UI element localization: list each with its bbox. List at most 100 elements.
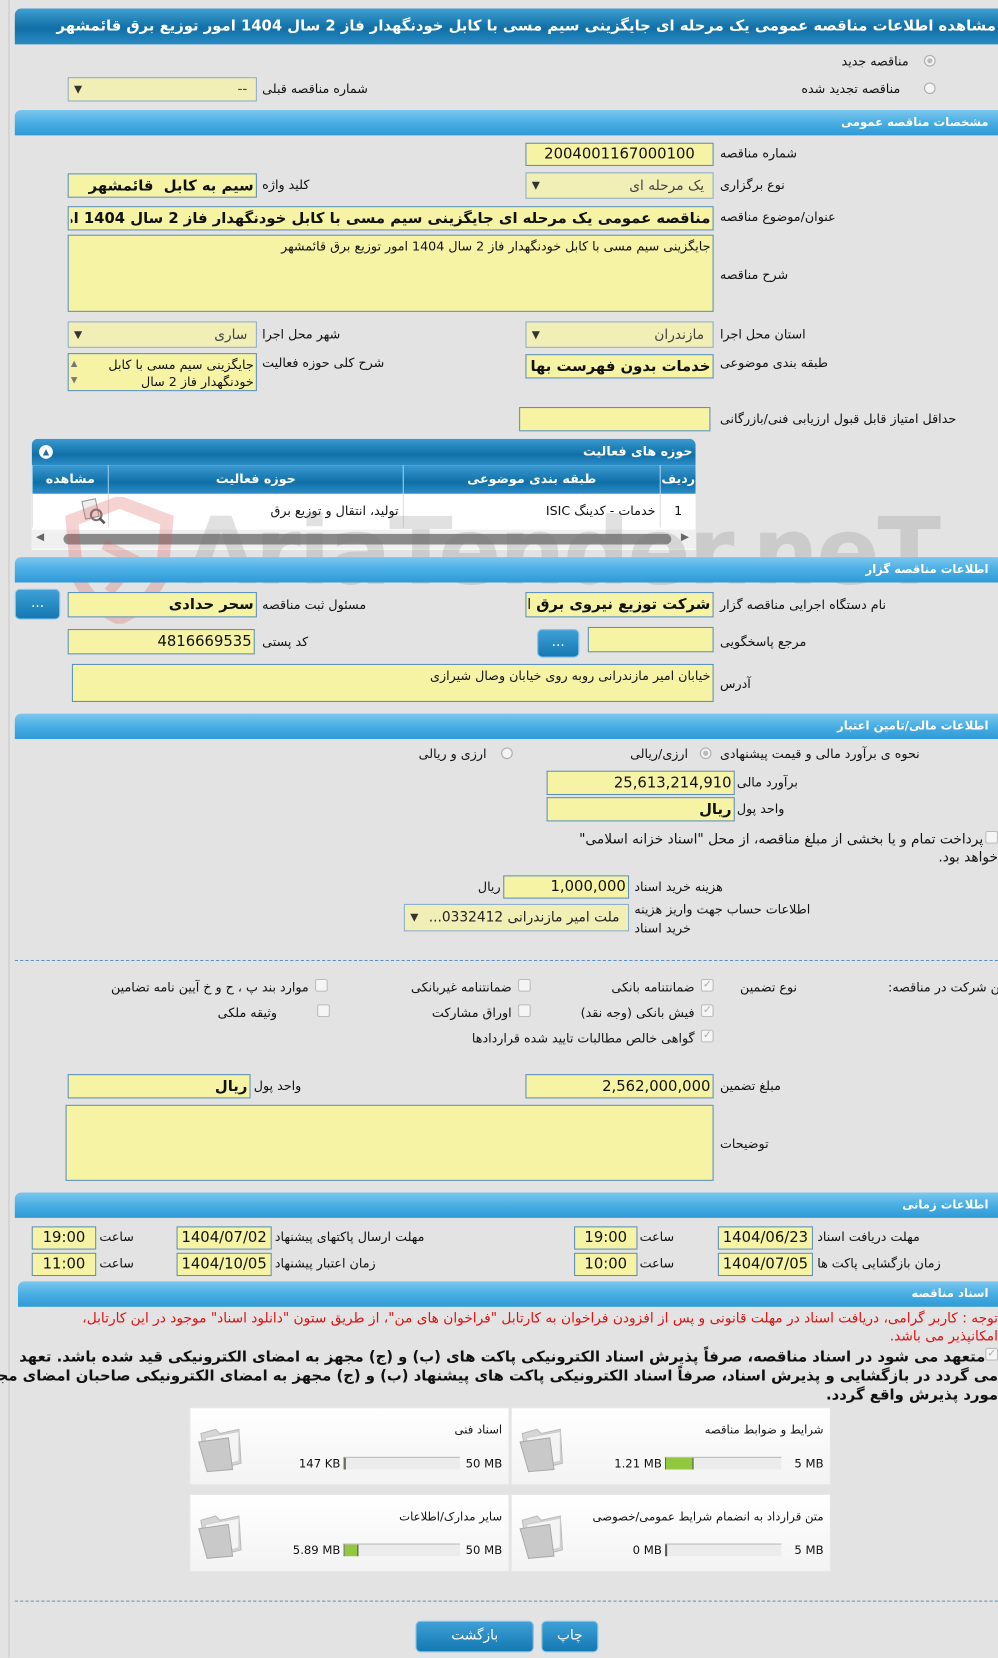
account-select[interactable]: ملت امیر مازندرانی 0332412... ▼ [403, 903, 630, 932]
opening-time[interactable] [574, 1252, 638, 1277]
scroll-right-icon[interactable]: ▶ [680, 531, 689, 544]
col-field: حوزه فعالیت [107, 465, 403, 494]
view-document-icon[interactable] [79, 498, 106, 525]
guarantee-amount-label: مبلغ تضمین [719, 1078, 781, 1094]
prev-tender-select[interactable]: -- ▼ [67, 77, 257, 102]
guarantee-type-label: نوع تضمین [740, 980, 798, 995]
currency-field[interactable] [546, 797, 735, 822]
tender-type-select[interactable]: یک مرحله ای ▼ [525, 172, 714, 199]
estimate-field[interactable] [546, 770, 735, 796]
document-title: متن قرارداد به انضمام شرایط عمومی/خصوصی [592, 1509, 824, 1524]
address-label: آدرس [719, 676, 751, 692]
method-both-radio[interactable] [501, 747, 513, 760]
select-reference-button[interactable]: ... [537, 629, 580, 658]
document-card[interactable]: اسناد فنی 147 KB 50 MB [189, 1407, 510, 1486]
document-size: 1.21 MB [614, 1456, 662, 1471]
time-label: ساعت [99, 1229, 134, 1245]
submit-date[interactable] [176, 1226, 272, 1250]
activity-description-textarea[interactable]: جایگزینی سیم مسی با کابل خودنگهدار فاز 2… [67, 353, 257, 392]
section-general: مشخصات مناقصه عمومی [14, 109, 998, 136]
reference-field[interactable] [587, 626, 714, 653]
folder-icon[interactable] [197, 1508, 246, 1561]
account-label: اطلاعات حساب جهت واریز هزینه [634, 901, 811, 917]
responsible-label: مسئول ثبت مناقصه [262, 597, 367, 613]
subject-field[interactable] [67, 206, 714, 231]
city-select[interactable]: ساری ▼ [67, 321, 257, 348]
time-label: ساعت [639, 1255, 675, 1271]
doc-receive-label: مهلت دریافت اسناد [817, 1229, 920, 1245]
print-button[interactable]: چاپ [541, 1620, 599, 1653]
method-rial-radio[interactable] [699, 747, 712, 760]
document-size-fill [344, 1457, 346, 1470]
classification-field[interactable] [525, 354, 714, 379]
document-size-fill [344, 1544, 359, 1557]
guarantee-bank-checkbox[interactable]: ✓ [700, 978, 714, 992]
min-score-label: حداقل امتیاز قابل قبول ارزیابی فنی/بازرگ… [719, 411, 957, 427]
scrollbar-thumb[interactable] [63, 533, 672, 545]
address-textarea[interactable]: خیابان امیر مازندرانی روبه روی خیابان وص… [71, 663, 714, 702]
province-select[interactable]: مازندران ▼ [525, 321, 714, 348]
chevron-down-icon: ▼ [531, 328, 540, 341]
guarantee-cash-checkbox[interactable]: ✓ [700, 1004, 714, 1018]
back-button[interactable]: بازگشت [415, 1620, 534, 1653]
guarantee-property-label: وثیقه ملکی [217, 1005, 277, 1021]
document-card[interactable]: سایر مدارک/اطلاعات 5.89 MB 50 MB [189, 1493, 510, 1573]
doc-receive-date[interactable] [717, 1226, 813, 1250]
collapse-icon[interactable]: ▲ [39, 445, 53, 459]
keyword-field[interactable] [67, 173, 257, 198]
chevron-down-icon: ▼ [531, 179, 540, 192]
guarantee-claims-label: گواهی خالص مطالبات تایید شده قراردادها [471, 1030, 695, 1046]
classification-label: طبقه بندی موضوعی [719, 355, 828, 371]
keyword-label: کلید واژه [262, 177, 310, 193]
guarantee-currency-field[interactable] [67, 1074, 251, 1099]
chevron-down-icon: ▼ [74, 328, 83, 341]
document-card[interactable]: شرایط و ضوابط مناقصه 1.21 MB 5 MB [510, 1407, 831, 1486]
select-responsible-button[interactable]: ... [14, 588, 61, 620]
doc-receive-time[interactable] [574, 1226, 638, 1250]
row-view [31, 493, 108, 528]
section-organizer-title: اطلاعات مناقصه گزار [865, 562, 989, 577]
notes-textarea[interactable] [65, 1104, 714, 1181]
commitment-checkbox[interactable]: ✓ [985, 1347, 998, 1361]
description-textarea[interactable]: جایگزینی سیم مسی با کابل خودنگهدار فاز 2… [67, 234, 714, 312]
renewed-tender-radio[interactable] [923, 82, 936, 95]
document-size-bar [343, 1456, 460, 1470]
time-label: ساعت [639, 1229, 675, 1245]
opening-date[interactable] [717, 1252, 813, 1277]
currency-label: واحد پول [736, 801, 785, 817]
guarantee-regulation-checkbox[interactable] [315, 978, 328, 992]
min-score-field[interactable] [519, 407, 711, 432]
validity-date[interactable] [176, 1252, 272, 1277]
treasury-text: پرداخت تمام و یا بخشی از مبلغ مناقصه، از… [579, 832, 984, 848]
postal-code-field[interactable] [67, 629, 255, 655]
document-title: شرایط و ضوابط مناقصه [704, 1422, 824, 1437]
new-tender-radio[interactable] [923, 54, 936, 67]
scroll-left-icon[interactable]: ◀ [35, 531, 45, 544]
guarantee-nonbank-label: ضمانتنامه غیربانکی [411, 980, 512, 995]
col-view: مشاهده [31, 465, 108, 494]
organization-field[interactable] [525, 592, 714, 618]
province-label: استان محل اجرا [719, 326, 806, 342]
folder-icon[interactable] [518, 1421, 567, 1474]
doc-fee-field[interactable] [503, 875, 630, 899]
folder-icon[interactable] [197, 1421, 246, 1474]
responsible-field[interactable] [67, 592, 257, 618]
guarantee-nonbank-checkbox[interactable] [518, 978, 531, 992]
guarantee-bonds-checkbox[interactable] [518, 1004, 531, 1018]
textarea-scroll-icon[interactable]: ▲ ▼ [70, 358, 78, 385]
treasury-checkbox[interactable] [985, 830, 998, 844]
horizontal-scrollbar[interactable]: ◀ ▶ [31, 529, 696, 549]
folder-icon[interactable] [518, 1508, 567, 1561]
section-documents-title: اسناد مناقصه [911, 1286, 989, 1301]
document-card[interactable]: متن قرارداد به انضمام شرایط عمومی/خصوصی 0… [510, 1493, 831, 1573]
guarantee-amount-field[interactable] [525, 1074, 714, 1099]
section-general-title: مشخصات مناقصه عمومی [841, 115, 989, 129]
estimate-method-label: نحوه ی برآورد مالی و قیمت پیشنهادی [719, 746, 920, 762]
guarantee-property-checkbox[interactable] [317, 1004, 330, 1018]
tender-number-field[interactable] [525, 142, 714, 166]
activities-panel: حوزه های فعالیت ▲ ردیف طبقه بندی موضوعی … [31, 438, 696, 550]
guarantee-claims-checkbox[interactable]: ✓ [700, 1029, 714, 1043]
validity-time[interactable] [31, 1252, 97, 1277]
submit-time[interactable] [31, 1226, 97, 1250]
city-label: شهر محل اجرا [262, 326, 341, 342]
